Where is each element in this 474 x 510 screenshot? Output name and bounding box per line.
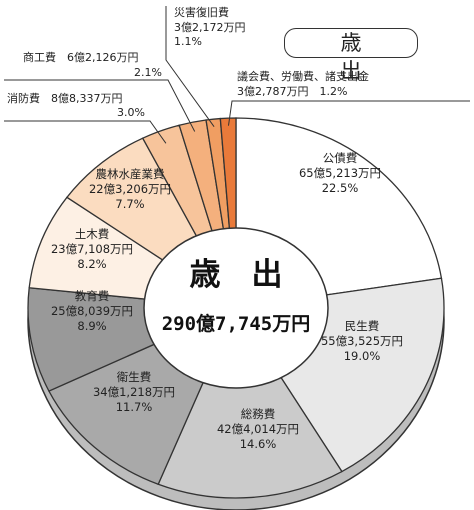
slice-name-8: 消防費 8億8,337万円	[7, 91, 123, 105]
leader-line-8	[4, 120, 167, 144]
slice-amount-2: 55億3,525万円	[321, 334, 403, 348]
slice-percent-6: 8.2%	[77, 257, 106, 271]
slice-percent-2: 19.0%	[344, 349, 381, 363]
slice-amount-3: 42億4,014万円	[217, 422, 299, 436]
slice-percent-7: 7.7%	[115, 197, 144, 211]
slice-amount-10: 3億2,172万円	[174, 21, 246, 34]
slice-amount-7: 22億3,206万円	[89, 182, 171, 196]
slice-amount-6: 23億7,108万円	[51, 242, 133, 256]
slice-name-6: 土木費	[75, 227, 110, 241]
slice-name-4: 衛生費	[117, 370, 152, 384]
slice-name-1: 公債費	[323, 151, 358, 165]
leader-line-10	[165, 6, 215, 127]
slice-percent-4: 11.7%	[116, 400, 153, 414]
slice-percent-9: 2.1%	[134, 66, 162, 79]
slice-amount-5: 25億8,039万円	[51, 304, 133, 318]
slice-amount-1: 65億5,213万円	[299, 166, 381, 180]
slice-amount-4: 34億1,218万円	[93, 385, 175, 399]
center-disc	[143, 227, 329, 389]
slice-name-2: 民生費	[345, 319, 380, 333]
leader-line-9	[4, 79, 196, 132]
slice-name-3: 総務費	[241, 407, 276, 421]
page-title: 歳 出	[284, 28, 418, 83]
center-title: 歳 出	[190, 257, 283, 293]
slice-name-5: 教育費	[75, 289, 110, 303]
slice-percent-1: 22.5%	[322, 181, 359, 195]
slice-percent-8: 3.0%	[117, 106, 145, 119]
slice-name-9: 商工費 6億2,126万円	[23, 50, 139, 64]
slice-name-7: 農林水産業費	[96, 167, 165, 181]
slice-amount-11: 3億2,787万円 1.2%	[237, 85, 347, 98]
center-total: 290億7,745万円	[162, 312, 311, 335]
leader-line-11	[227, 100, 470, 126]
slice-percent-5: 8.9%	[77, 319, 106, 333]
pie-slice-3	[157, 306, 343, 499]
slice-percent-3: 14.6%	[240, 437, 277, 451]
leader-lines	[4, 6, 470, 144]
slice-percent-10: 1.1%	[174, 35, 202, 48]
slice-name-10: 災害復旧費	[174, 5, 229, 19]
slice-name-11: 議会費、労働費、諸支出金	[237, 69, 369, 83]
